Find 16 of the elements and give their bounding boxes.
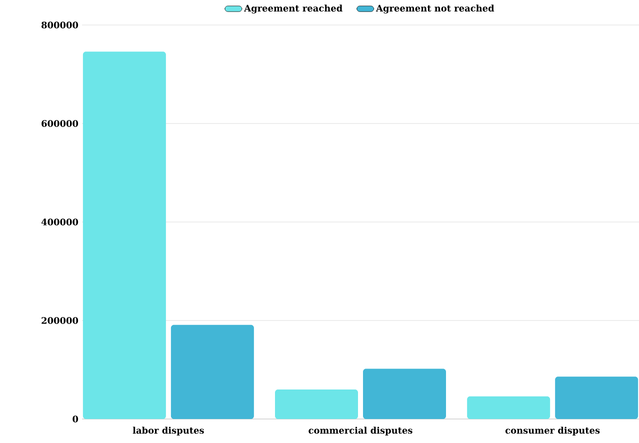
y-tick-label: 800000	[42, 22, 78, 28]
bar	[467, 396, 550, 419]
y-tick-label: 0	[72, 416, 78, 422]
legend-label: Agreement not reached	[376, 4, 494, 14]
bar	[363, 368, 446, 419]
x-tick-label: commercial disputes	[308, 426, 412, 436]
legend-label: Agreement reached	[244, 4, 342, 14]
bar	[275, 389, 358, 419]
bar	[82, 52, 166, 419]
bar	[555, 376, 638, 419]
bar	[170, 324, 254, 419]
x-tick-label: labor disputes	[132, 426, 204, 436]
y-tick-label: 400000	[41, 218, 78, 226]
y-tick-label: 600000	[42, 120, 78, 127]
x-tick-label: consumer disputes	[505, 426, 600, 436]
y-tick-label: 200000	[42, 317, 78, 324]
